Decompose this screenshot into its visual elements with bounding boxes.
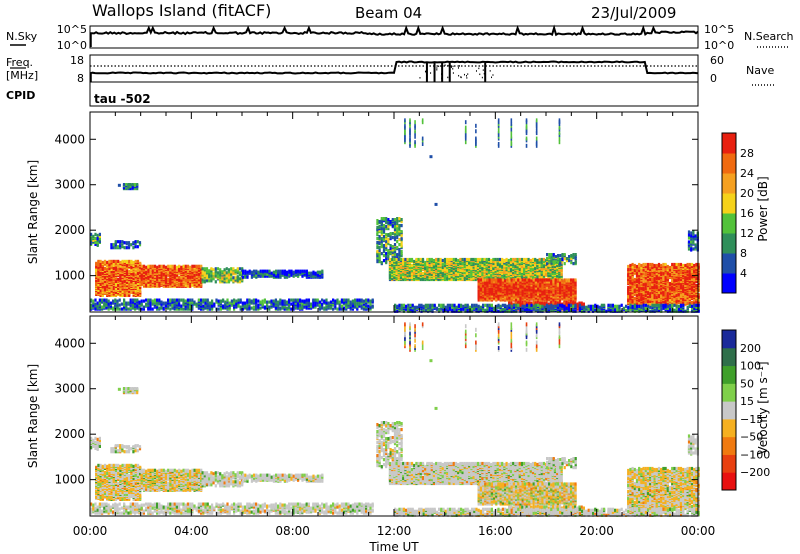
xtick-1: 04:00 (174, 524, 209, 538)
velocity-ylabel: Slant Range [km] (26, 364, 40, 468)
velocity-ytick-3: 4000 (54, 336, 85, 350)
power-colorbar-seg-3 (722, 213, 736, 234)
velocity-ytick-1: 2000 (54, 427, 85, 441)
velocity-colorbar-seg-0 (722, 472, 736, 491)
power-ytick-0: 1000 (54, 269, 85, 283)
velocity-colorbar-tick-1: 100 (740, 360, 761, 373)
xtick-2: 08:00 (275, 524, 310, 538)
freq-unit-label: [MHz] (6, 69, 38, 82)
power-colorbar-seg-4 (722, 193, 736, 214)
nsky-panel: N.Sky 10^5 10^0 10^5 10^0 N.Search (6, 23, 794, 52)
x-axis-label: Time UT (368, 540, 419, 554)
velocity-colorbar-seg-1 (722, 454, 736, 473)
velocity-colorbar-tick-5: −50 (740, 431, 763, 444)
nave-right-tick-bottom: 0 (710, 72, 717, 85)
cpid-value: tau -502 (94, 92, 151, 106)
power-panel: 1000 2000 3000 4000 Slant Range [km] 4 8 12 16… (26, 111, 770, 313)
power-colorbar-seg-7 (722, 133, 736, 154)
velocity-colorbar-seg-2 (722, 436, 736, 455)
power-colorbar-seg-2 (722, 233, 736, 254)
velocity-colorbar-seg-7 (722, 347, 736, 367)
nsky-label: N.Sky (6, 30, 38, 43)
velocity-colorbar-seg-8 (722, 330, 736, 349)
power-colorbar-tick-2: 12 (740, 227, 754, 240)
station-title: Wallops Island (fitACF) (92, 1, 271, 20)
nsky-left-tick-top: 10^5 (57, 23, 87, 36)
power-colorbar-tick-6: 28 (740, 147, 754, 160)
velocity-ytick-2: 3000 (54, 382, 85, 396)
xtick-4: 16:00 (478, 524, 513, 538)
velocity-colorbar-seg-4 (722, 401, 736, 420)
xtick-5: 20:00 (579, 524, 614, 538)
nave-label: Nave (746, 64, 774, 77)
power-ytick-3: 4000 (54, 132, 85, 146)
velocity-panel: 1000 2000 3000 4000 Slant Range [km] 200 100… (26, 315, 770, 517)
nsky-left-tick-bottom: 10^0 (57, 39, 87, 52)
power-colorbar-tick-3: 16 (740, 207, 754, 220)
velocity-colorbar-tick-4: −15 (740, 413, 763, 426)
velocity-ytick-0: 1000 (54, 473, 85, 487)
freq-label: Freq. (6, 56, 33, 69)
xtick-0: 00:00 (73, 524, 108, 538)
power-ytick-2: 3000 (54, 178, 85, 192)
cpid-label: CPID (6, 89, 35, 102)
freq-left-tick-bottom: 8 (77, 72, 84, 85)
power-colorbar-tick-5: 24 (740, 167, 754, 180)
power-colorbar-seg-1 (722, 253, 736, 274)
nsky-right-tick-top: 10^5 (704, 23, 734, 36)
date-label: 23/Jul/2009 (591, 4, 676, 22)
power-data (90, 118, 700, 313)
power-ylabel: Slant Range [km] (26, 160, 40, 264)
power-ytick-1: 2000 (54, 223, 85, 237)
beam-label: Beam 04 (355, 4, 422, 22)
power-colorbar-seg-6 (722, 153, 736, 174)
velocity-colorbar-tick-7: −200 (740, 466, 770, 479)
xtick-6: 00:00 (681, 524, 716, 538)
power-colorbar-seg-5 (722, 173, 736, 194)
velocity-colorbar-tick-6: −100 (740, 448, 770, 461)
power-colorbar-label: Power [dB] (756, 176, 770, 241)
power-colorbar-tick-0: 4 (740, 267, 747, 280)
velocity-colorbar-seg-6 (722, 365, 736, 384)
velocity-colorbar-seg-5 (722, 383, 736, 402)
frequency-panel: Freq. [MHz] 18 8 60 0 Nave CPID tau -502 (6, 54, 775, 107)
nsky-right-tick-bottom: 10^0 (704, 39, 734, 52)
power-colorbar-tick-1: 8 (740, 247, 747, 260)
power-colorbar-tick-4: 20 (740, 187, 754, 200)
xtick-3: 12:00 (377, 524, 412, 538)
velocity-colorbar-tick-2: 50 (740, 377, 754, 390)
power-colorbar-seg-0 (722, 273, 736, 294)
velocity-data (90, 322, 700, 517)
nave-right-tick-top: 60 (710, 54, 724, 67)
nsearch-label: N.Search (744, 30, 794, 43)
freq-left-tick-top: 18 (70, 54, 84, 67)
velocity-colorbar-tick-0: 200 (740, 342, 761, 355)
velocity-colorbar-label: Velocity [m s⁻¹] (756, 361, 770, 454)
velocity-colorbar-seg-3 (722, 418, 736, 438)
velocity-colorbar-tick-3: 15 (740, 395, 754, 408)
